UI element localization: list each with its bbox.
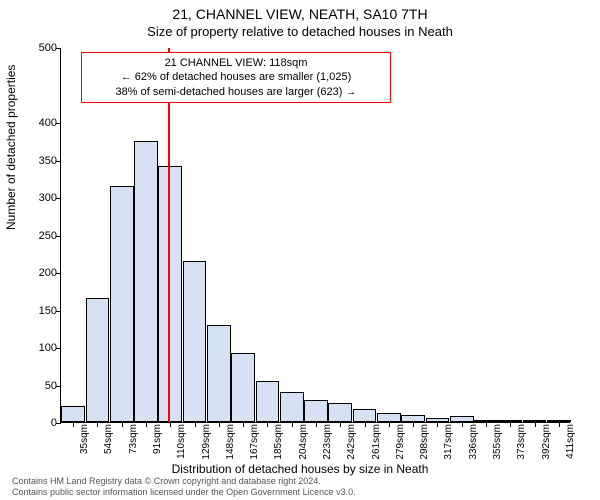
x-tick-mark [219,422,220,427]
x-tick-mark [243,422,244,427]
x-tick-mark [122,422,123,427]
footer-line-1: Contains HM Land Registry data © Crown c… [12,476,588,487]
x-tick-mark [559,422,560,427]
reference-line [168,48,170,422]
y-tick-mark [56,48,61,49]
x-tick-label: 91sqm [152,422,163,454]
x-tick-label: 54sqm [103,422,114,454]
chart-plot-area: 05010015020025030035040050035sqm54sqm73s… [60,48,570,423]
x-tick-label: 148sqm [225,422,236,460]
x-tick-label: 279sqm [395,422,406,460]
x-tick-mark [510,422,511,427]
x-tick-label: 392sqm [541,422,552,460]
histogram-bar [304,400,328,423]
x-tick-mark [389,422,390,427]
x-tick-mark [437,422,438,427]
x-tick-label: 261sqm [371,422,382,460]
histogram-bar [86,298,110,422]
y-tick-mark [56,198,61,199]
annotation-box: 21 CHANNEL VIEW: 118sqm← 62% of detached… [81,52,391,103]
x-tick-label: 317sqm [443,422,454,460]
y-tick-mark [56,311,61,312]
y-tick-mark [56,236,61,237]
x-tick-mark [195,422,196,427]
x-tick-mark [486,422,487,427]
x-tick-mark [413,422,414,427]
x-tick-label: 129sqm [201,422,212,460]
histogram-bar [280,392,304,422]
x-tick-label: 373sqm [516,422,527,460]
x-tick-label: 167sqm [249,422,260,460]
x-tick-label: 298sqm [419,422,430,460]
annotation-line: 21 CHANNEL VIEW: 118sqm [88,56,384,70]
x-tick-label: 185sqm [273,422,284,460]
histogram-bar [134,141,158,422]
x-tick-mark [535,422,536,427]
x-tick-label: 336sqm [468,422,479,460]
annotation-line: ← 62% of detached houses are smaller (1,… [88,70,384,84]
x-tick-label: 73sqm [128,422,139,454]
x-tick-mark [316,422,317,427]
x-tick-mark [170,422,171,427]
x-tick-label: 110sqm [176,422,187,459]
x-tick-label: 223sqm [322,422,333,460]
y-tick-mark [56,161,61,162]
histogram-bar [61,406,85,423]
histogram-bar [207,325,231,423]
x-tick-mark [267,422,268,427]
x-tick-mark [97,422,98,427]
histogram-bar [158,166,182,423]
x-tick-mark [73,422,74,427]
footer-line-2: Contains public sector information licen… [12,487,588,498]
histogram-bar [377,413,401,422]
y-tick-mark [56,273,61,274]
x-tick-label: 242sqm [346,422,357,460]
x-tick-mark [462,422,463,427]
chart-title-line1: 21, CHANNEL VIEW, NEATH, SA10 7TH [0,0,600,22]
x-tick-mark [365,422,366,427]
x-tick-label: 204sqm [298,422,309,460]
x-tick-label: 355sqm [492,422,503,460]
y-tick-mark [56,423,61,424]
y-tick-mark [56,348,61,349]
histogram-bar [401,415,425,423]
y-tick-mark [56,123,61,124]
histogram-bar [328,403,352,422]
chart-title-line2: Size of property relative to detached ho… [0,22,600,43]
x-tick-label: 35sqm [79,422,90,454]
y-tick-mark [56,386,61,387]
y-axis-label: Number of detached properties [4,65,18,230]
histogram-bar [183,261,207,422]
x-axis-label: Distribution of detached houses by size … [0,462,600,476]
annotation-line: 38% of semi-detached houses are larger (… [88,85,384,99]
histogram-bar [353,409,377,423]
footer-attribution: Contains HM Land Registry data © Crown c… [12,476,588,498]
x-tick-mark [146,422,147,427]
x-tick-mark [292,422,293,427]
x-tick-label: 411sqm [565,422,576,459]
histogram-bar [110,186,134,422]
x-tick-mark [340,422,341,427]
histogram-bar [231,353,255,422]
histogram-bar [256,381,280,422]
